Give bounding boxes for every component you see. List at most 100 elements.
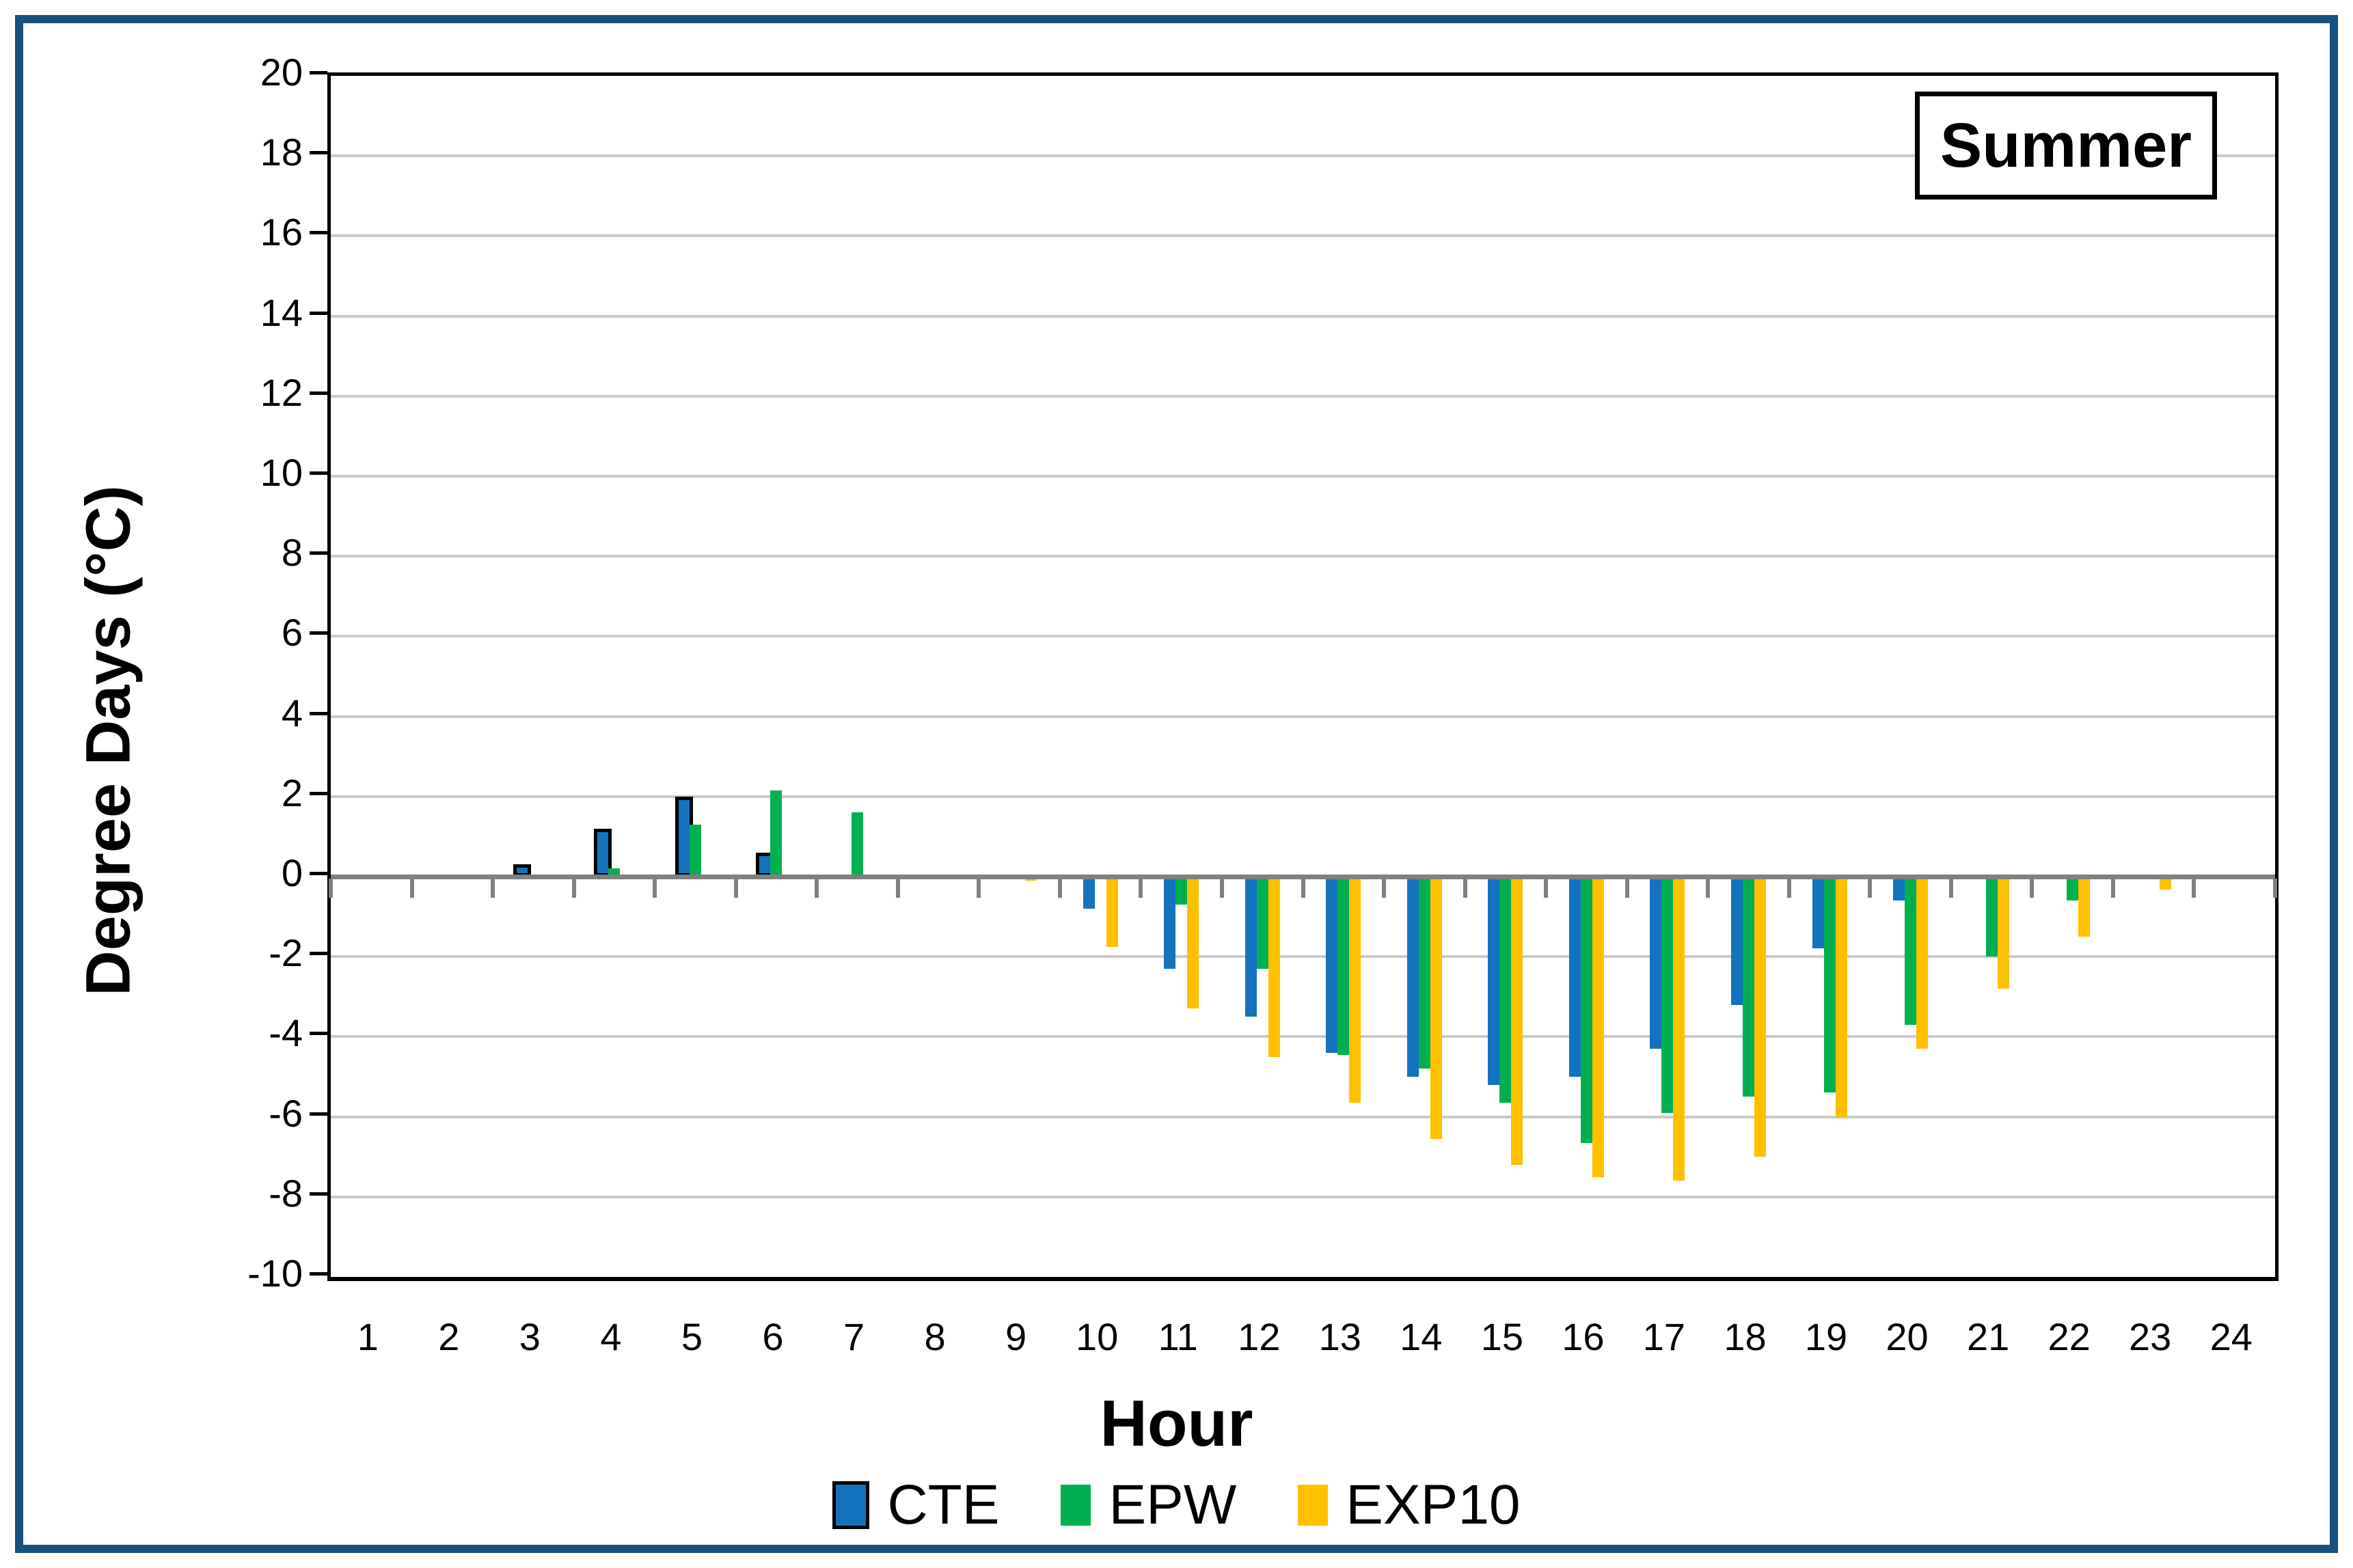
x-axis-tick-label: 3: [519, 1315, 541, 1358]
x-axis-tick: [653, 879, 657, 898]
legend-item-cte: CTE: [832, 1477, 999, 1533]
exp10-bar-hour-23: [2159, 877, 2171, 890]
y-axis-tick-label: 12: [260, 370, 303, 414]
x-axis-tick-label: 19: [1804, 1315, 1848, 1358]
y-axis-tick: [310, 391, 327, 395]
exp10-bar-hour-15: [1511, 877, 1523, 1165]
epw-bar-hour-11: [1175, 877, 1188, 905]
y-axis-tick-label: -2: [269, 931, 303, 975]
y-axis-tick: [310, 471, 327, 475]
x-axis-tick-label: 13: [1318, 1315, 1361, 1358]
chart-title: Summer: [1940, 110, 2192, 180]
legend-item-epw: EPW: [1061, 1477, 1236, 1533]
epw-bar-hour-19: [1823, 877, 1836, 1093]
x-axis-tick: [734, 879, 738, 898]
x-axis-tick-label: 2: [438, 1315, 460, 1358]
cte-bar-hour-16: [1568, 877, 1581, 1077]
y-axis-tick: [310, 551, 327, 555]
gridline: [331, 955, 2275, 959]
y-axis-title-area: Degree Days (°C): [61, 351, 157, 1130]
epw-bar-hour-12: [1256, 877, 1268, 969]
exp10-bar-hour-11: [1187, 877, 1199, 1009]
exp10-bar-hour-19: [1835, 877, 1847, 1117]
epw-bar-hour-16: [1580, 877, 1592, 1143]
y-axis-tick-label: -6: [269, 1091, 303, 1135]
epw-bar-hour-5: [689, 824, 701, 877]
y-axis-tick-label: 0: [281, 851, 303, 894]
x-axis-tick: [1787, 879, 1791, 898]
x-axis-tick: [1139, 879, 1143, 898]
cte-bar-hour-19: [1812, 877, 1824, 949]
gridline: [331, 1195, 2275, 1198]
cte-bar-hour-17: [1650, 877, 1662, 1049]
epw-bar-hour-20: [1905, 877, 1917, 1025]
cte-bar-hour-13: [1326, 877, 1338, 1053]
chart-title-box: Summer: [1915, 92, 2217, 200]
exp10-bar-hour-22: [2078, 877, 2091, 937]
epw-bar-hour-14: [1418, 877, 1430, 1069]
x-axis-tick-label: 23: [2129, 1315, 2172, 1358]
gridline: [331, 555, 2275, 558]
gridline: [331, 394, 2275, 398]
x-axis-tick-label: 6: [762, 1315, 784, 1358]
cte-bar-hour-18: [1730, 877, 1743, 1005]
gridline: [331, 154, 2275, 158]
x-axis-tick: [2273, 879, 2277, 898]
x-axis-tick: [1220, 879, 1224, 898]
legend-label-cte: CTE: [887, 1474, 1000, 1536]
epw-bar-hour-22: [2067, 877, 2079, 901]
epw-bar-hour-15: [1499, 877, 1512, 1103]
legend-label-epw: EPW: [1109, 1474, 1237, 1536]
x-axis-tick-label: 21: [1966, 1315, 2010, 1358]
y-axis-tick: [310, 151, 327, 155]
exp10-bar-hour-13: [1349, 877, 1361, 1103]
cte-bar-hour-20: [1893, 877, 1905, 901]
x-axis-tick: [572, 879, 576, 898]
exp10-bar-hour-20: [1916, 877, 1929, 1049]
epw-bar-hour-6: [770, 790, 783, 877]
y-axis-tick-label: 2: [281, 771, 303, 814]
epw-bar-hour-7: [852, 812, 864, 877]
x-axis-tick: [329, 879, 333, 898]
epw-bar-hour-17: [1661, 877, 1674, 1113]
y-axis-tick-label: 16: [260, 210, 303, 254]
x-axis-tick-label: 20: [1886, 1315, 1929, 1358]
zero-gridline: [331, 875, 2275, 879]
outer-frame: Degree Days (°C) 20 18 16 14 12 10 8 6 4 2 0 -2 -4 -6…: [15, 15, 2338, 1553]
x-axis-tick-label: 5: [681, 1315, 703, 1358]
y-axis-tick-label: 14: [260, 290, 303, 334]
y-axis-tick: [310, 872, 327, 875]
x-axis-tick: [410, 879, 414, 898]
x-axis-tick: [1463, 879, 1467, 898]
exp10-bar-hour-14: [1430, 877, 1442, 1139]
x-axis-tick: [1544, 879, 1548, 898]
legend-label-exp10: EXP10: [1346, 1474, 1521, 1536]
y-axis-tick-label: 6: [281, 611, 303, 655]
exp10-bar-hour-17: [1673, 877, 1685, 1181]
cte-bar-hour-14: [1406, 877, 1419, 1077]
gridline: [331, 1115, 2275, 1118]
cte-bar-hour-10: [1083, 877, 1095, 909]
y-axis-tick: [310, 1272, 327, 1276]
gridline: [331, 795, 2275, 798]
y-axis-tick: [310, 311, 327, 315]
legend-swatch-cte: [832, 1481, 870, 1529]
x-axis-tick-label: 14: [1400, 1315, 1443, 1358]
x-axis-tick-label: 11: [1158, 1315, 1198, 1358]
x-axis-tick: [1058, 879, 1062, 898]
epw-bar-hour-4: [608, 868, 621, 877]
x-axis-tick: [1949, 879, 1953, 898]
plot-area: [327, 72, 2279, 1281]
exp10-bar-hour-10: [1106, 877, 1118, 947]
epw-bar-hour-13: [1337, 877, 1350, 1055]
x-axis-tick: [1625, 879, 1629, 898]
gridline: [331, 635, 2275, 638]
gridline: [331, 314, 2275, 318]
x-axis-tick-label: 1: [357, 1315, 379, 1358]
x-axis-tick-label: 22: [2048, 1315, 2091, 1358]
x-axis-tick-label: 8: [924, 1315, 946, 1358]
y-axis-tick: [310, 952, 327, 956]
y-axis-tick: [310, 231, 327, 235]
x-axis-tick: [896, 879, 900, 898]
legend-swatch-epw: [1061, 1485, 1091, 1526]
